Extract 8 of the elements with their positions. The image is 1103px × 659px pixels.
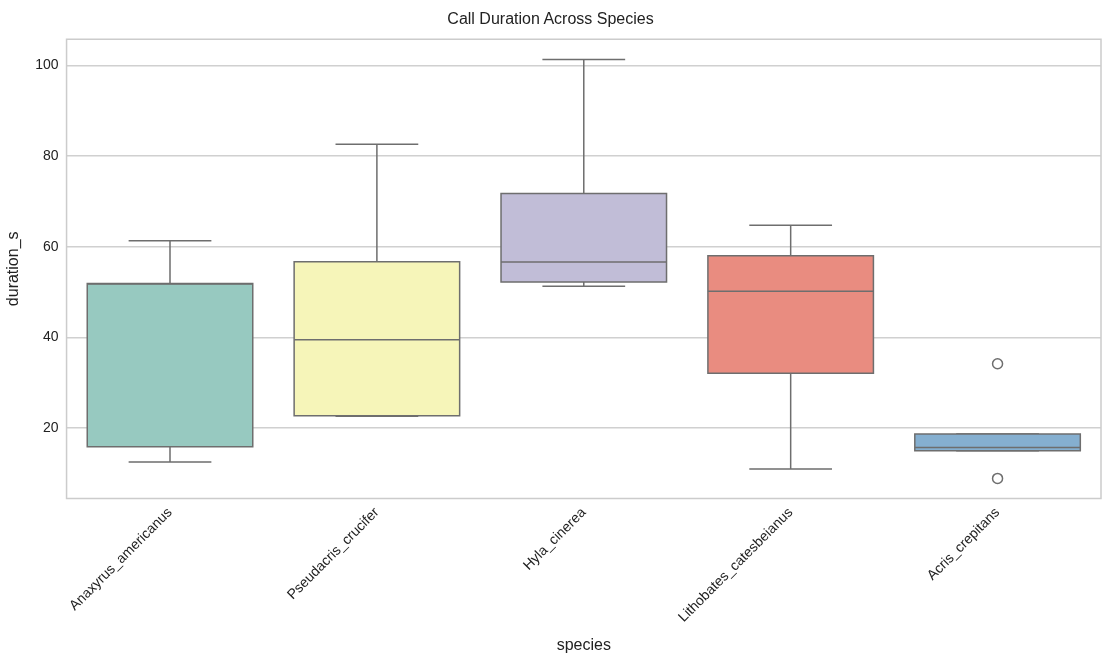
chart-title: Call Duration Across Species [447, 10, 654, 28]
y-tick-label: 100 [35, 56, 59, 73]
y-tick-label: 80 [42, 146, 59, 163]
y-tick-label: 60 [42, 237, 59, 254]
y-tick-label: 20 [42, 418, 59, 435]
x-axis-title: species [556, 635, 611, 653]
y-axis-title: duration_s [4, 231, 23, 307]
y-tick-label: 40 [42, 328, 59, 345]
